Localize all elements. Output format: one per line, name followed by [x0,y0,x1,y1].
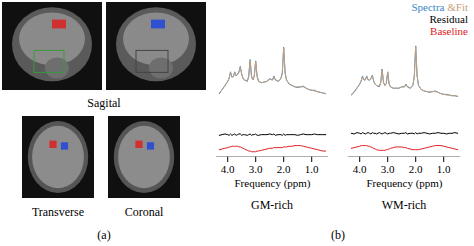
html-text:Coronal: Coronal [124,205,164,219]
html-text:(a): (a) [97,228,111,242]
html-text:Baseline: Baseline [430,25,468,37]
svg-text:Frequency (ppm): Frequency (ppm) [234,177,310,190]
svg-text:2.0: 2.0 [277,163,291,175]
html-text:WM-rich: WM-rich [381,198,427,212]
html-text:GM-rich: GM-rich [251,198,293,212]
svg-text:4.0: 4.0 [353,163,367,175]
svg-text:Frequency (ppm): Frequency (ppm) [366,177,442,190]
svg-text:2.0: 2.0 [409,163,423,175]
svg-text:4.0: 4.0 [221,163,235,175]
svg-text:1.0: 1.0 [305,163,319,175]
html-text:Transverse: Transverse [31,205,85,219]
html-text:(b): (b) [331,228,345,242]
html-text:Sagital: Sagital [87,96,121,110]
html-text:Spectra &Fit: Spectra &Fit [411,1,468,13]
html-text:Residual: Residual [429,13,468,25]
svg-text:3.0: 3.0 [249,163,263,175]
svg-text:3.0: 3.0 [381,163,395,175]
svg-text:1.0: 1.0 [437,163,451,175]
